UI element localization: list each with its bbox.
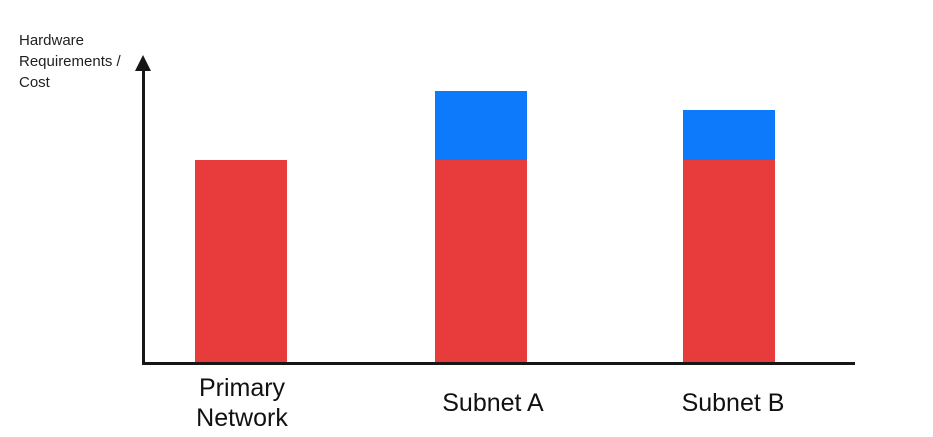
bar-segment-blue	[683, 109, 775, 160]
stacked-bar	[683, 109, 775, 362]
bar-segment-red	[683, 160, 775, 362]
category-label: Subnet A	[442, 389, 544, 417]
category-label: Subnet B	[681, 389, 785, 417]
bar-segment-red	[195, 160, 287, 362]
y-axis-line	[142, 66, 145, 365]
stacked-bar	[195, 160, 287, 362]
y-axis-label: Hardware Requirements / Cost	[19, 32, 121, 91]
y-axis-arrow-icon	[135, 55, 151, 71]
category-label: Primary Network	[196, 374, 288, 432]
x-axis-line	[142, 362, 855, 365]
stacked-bar	[435, 91, 527, 362]
bar-segment-blue	[435, 91, 527, 160]
bar-segment-red	[435, 159, 527, 362]
